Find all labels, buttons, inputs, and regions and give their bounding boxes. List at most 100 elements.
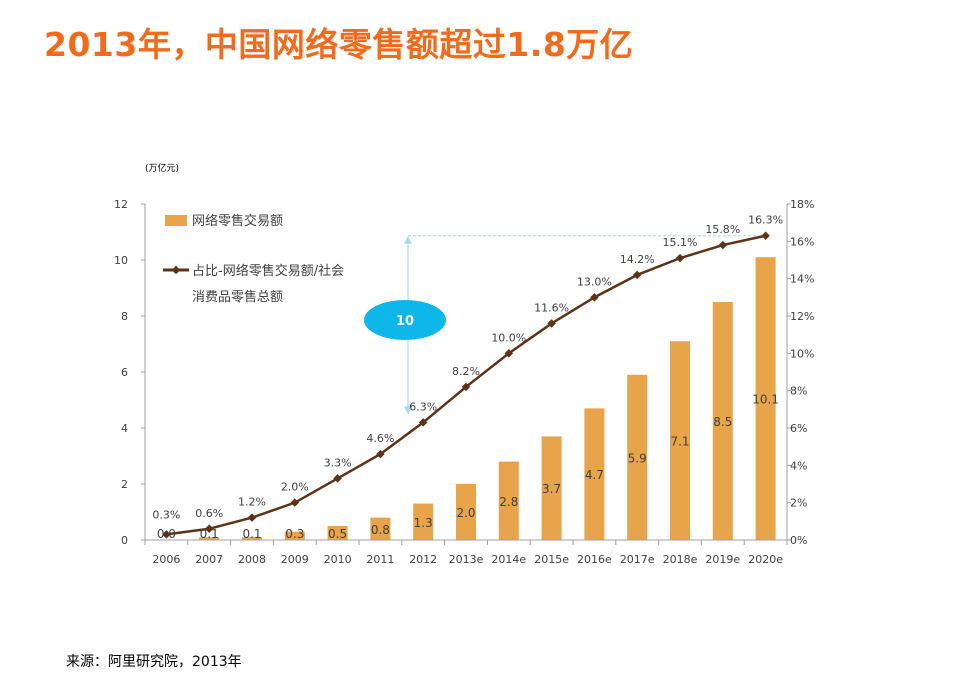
bracket-arrow-up: [404, 235, 412, 244]
bar: [327, 526, 348, 540]
bar: [284, 531, 305, 540]
bar: [755, 257, 776, 540]
left-tick-label: 10: [114, 254, 128, 267]
bar-label: 10.1: [752, 393, 779, 407]
x-tick-label: 2017e: [620, 553, 655, 566]
line-marker: [590, 293, 599, 302]
bar: [670, 341, 690, 540]
bar: [242, 537, 262, 540]
bar-label: 3.7: [542, 482, 561, 496]
x-tick-label: 2009: [281, 553, 309, 566]
line-label: 2.0%: [281, 481, 309, 494]
bar: [370, 517, 391, 540]
bar-label: 2.8: [499, 495, 518, 509]
right-tick-label: 4%: [790, 459, 807, 472]
line-marker: [504, 349, 514, 358]
line-label: 0.3%: [152, 508, 180, 521]
x-tick-label: 2019e: [705, 553, 740, 566]
left-tick-label: 2: [121, 478, 128, 491]
bar-label: 1.3: [414, 516, 433, 530]
right-tick-label: 10%: [790, 347, 814, 360]
bar-label: 8.5: [713, 415, 732, 429]
callout-label: 10: [396, 314, 414, 329]
bar-label: 7.1: [670, 435, 689, 449]
x-tick-label: 2018e: [663, 553, 698, 566]
bar-label: 0.8: [371, 523, 390, 537]
left-tick-label: 0: [121, 534, 128, 547]
line-label: 13.0%: [577, 275, 612, 288]
bar: [584, 408, 605, 540]
right-tick-label: 8%: [790, 385, 807, 398]
line-label: 11.6%: [534, 301, 569, 314]
bar: [456, 484, 476, 540]
line-marker: [547, 319, 556, 328]
line-label: 1.2%: [238, 496, 266, 509]
bar-label: 0.1: [242, 527, 261, 541]
bar: [541, 436, 562, 540]
line-marker: [333, 474, 342, 483]
legend-line-label-1: 占比-网络零售交易额/社会: [192, 263, 344, 279]
line-label: 4.6%: [366, 432, 394, 445]
bar: [627, 374, 648, 540]
x-tick-label: 2007: [195, 553, 223, 566]
x-tick-label: 2006: [152, 553, 180, 566]
right-tick-label: 14%: [790, 273, 814, 286]
source-note: 来源：阿里研究院，2013年: [66, 654, 242, 670]
line-marker: [418, 418, 428, 427]
left-tick-label: 12: [114, 198, 128, 211]
line-label: 3.3%: [324, 456, 352, 469]
line-marker: [290, 498, 300, 507]
bar-label: 0.5: [328, 527, 347, 541]
legend-line-label-2: 消费品零售总额: [192, 289, 283, 305]
x-tick-label: 2010: [324, 553, 352, 566]
legend-bar-label: 网络零售交易额: [192, 213, 283, 229]
line-marker: [247, 513, 257, 522]
line-label: 10.0%: [491, 331, 526, 344]
x-tick-label: 2020e: [748, 553, 783, 566]
bar: [498, 461, 519, 540]
legend-bar-swatch: [165, 215, 187, 226]
bracket-arrow-down: [404, 406, 412, 415]
bar: [199, 537, 220, 540]
right-tick-label: 12%: [790, 310, 814, 323]
line-marker: [761, 231, 770, 240]
line-marker: [376, 449, 385, 459]
bar-label: 4.7: [585, 468, 604, 482]
line-label: 0.6%: [195, 507, 223, 520]
line-label: 15.1%: [663, 236, 698, 249]
left-axis-unit: (万亿元): [145, 162, 179, 174]
x-tick-label: 2012: [409, 553, 437, 566]
legend-line-marker: [171, 265, 181, 275]
x-tick-label: 2011: [366, 553, 394, 566]
line-label: 15.8%: [705, 223, 740, 236]
left-tick-label: 4: [121, 422, 128, 435]
line-marker: [632, 270, 642, 280]
right-tick-label: 16%: [790, 235, 814, 248]
line-label: 8.2%: [452, 365, 480, 378]
line-label: 14.2%: [620, 253, 655, 266]
line-marker: [461, 382, 471, 392]
bar-label: 0.0: [157, 527, 176, 541]
bar-label: 0.1: [200, 527, 219, 541]
right-tick-label: 0%: [790, 534, 807, 547]
callout-bubble: [364, 300, 446, 340]
left-tick-label: 6: [121, 366, 128, 379]
x-tick-label: 2013e: [449, 553, 484, 566]
line-label: 6.3%: [409, 400, 437, 413]
line-label: 16.3%: [748, 214, 783, 227]
x-tick-label: 2016e: [577, 553, 612, 566]
right-tick-label: 2%: [790, 497, 807, 510]
left-tick-label: 8: [121, 310, 128, 323]
page-title: 2013年，中国网络零售额超过1.8万亿: [44, 25, 634, 64]
line-marker: [675, 253, 685, 263]
bar-label: 5.9: [628, 451, 647, 465]
bar-label: 0.3: [285, 527, 304, 541]
bar: [712, 302, 733, 540]
line-marker: [718, 240, 728, 250]
bar: [413, 503, 434, 540]
x-tick-label: 2008: [238, 553, 266, 566]
right-tick-label: 6%: [790, 422, 807, 435]
x-tick-label: 2014e: [491, 553, 526, 566]
x-tick-label: 2015e: [534, 553, 569, 566]
